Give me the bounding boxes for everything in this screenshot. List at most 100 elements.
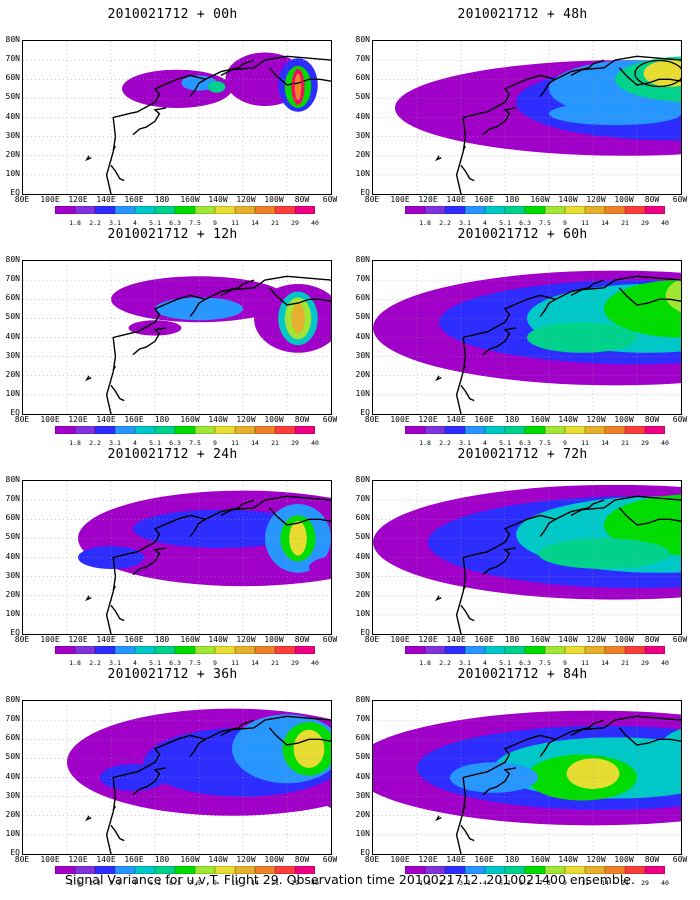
coastline (570, 715, 681, 737)
coastline (110, 384, 125, 402)
colorbar-swatch (115, 206, 135, 214)
variance-contour-fill (320, 785, 331, 809)
variance-field (23, 261, 331, 414)
colorbar-label: 6.3 (169, 439, 181, 447)
colorbar-label: 21 (621, 219, 629, 227)
variance-contour-fill (207, 81, 226, 93)
colorbar-swatch (585, 646, 605, 654)
colorbar-label: 2.2 (439, 439, 451, 447)
x-tick-label: 80W (644, 855, 660, 864)
colorbar-swatch (55, 206, 75, 214)
map-panel: 2010021712 + 36h EQ 10N 20N 30N 40N 50N 60N 70N 8… (0, 660, 345, 887)
x-tick-label: 180 (154, 195, 170, 204)
x-tick-label: 80W (294, 635, 310, 644)
map-plot-area (372, 700, 682, 855)
colorbar-label: 29 (641, 439, 649, 447)
coastline (482, 327, 517, 356)
y-tick-label: 80N (355, 475, 370, 484)
y-tick-label: EQ (360, 628, 370, 637)
colorbar-swatch (485, 866, 505, 874)
variance-field (23, 701, 331, 854)
x-tick-label: 60W (672, 195, 688, 204)
colorbar-label: 2.2 (89, 879, 101, 887)
coastline (455, 59, 605, 194)
coastline (618, 287, 681, 306)
x-tick-label: 120W (586, 195, 606, 204)
colorbar-label: 11 (581, 439, 589, 447)
colorbar-label: 4 (133, 879, 137, 887)
variance-contour-fill (128, 320, 182, 336)
x-tick-label: 180 (154, 855, 170, 864)
colorbar-label: 4 (133, 659, 137, 667)
x-tick-label: 160W (530, 415, 550, 424)
x-tick-label: 60W (672, 635, 688, 644)
x-tick-label: 60W (322, 855, 338, 864)
y-tick-label: 50N (5, 312, 20, 322)
x-tick-label: 140E (96, 195, 116, 204)
x-tick-label: 80W (294, 415, 310, 424)
colorbar-label: 14 (601, 659, 609, 667)
x-tick-label: 100E (40, 855, 60, 864)
colorbar-swatch (545, 646, 565, 654)
x-tick-label: 100W (614, 195, 634, 204)
colorbar-swatch (565, 646, 585, 654)
x-tick-label: 120W (236, 855, 256, 864)
coastline (132, 767, 167, 796)
x-tick-label: 100E (390, 415, 410, 424)
colorbar-label: 1.8 (419, 439, 431, 447)
x-tick-label: 80E (14, 415, 30, 424)
coastline (110, 604, 125, 622)
colorbar-swatch (545, 426, 565, 434)
y-tick-label: 40N (355, 111, 370, 121)
colorbar-swatch (465, 646, 485, 654)
x-tick-label: 180 (504, 195, 520, 204)
x-tick-label: 160E (474, 855, 494, 864)
coastline (189, 518, 206, 537)
x-tick-label: 140W (208, 855, 228, 864)
coastline (268, 507, 331, 526)
colorbar-label: 1.8 (419, 659, 431, 667)
coastline (482, 107, 517, 136)
colorbar-swatch (175, 646, 195, 654)
variance-field (23, 41, 331, 194)
x-tick-label: 140W (558, 635, 578, 644)
x-tick-label: 80E (364, 195, 380, 204)
y-tick-label: 70N (5, 274, 20, 284)
colorbar-label: 40 (311, 879, 319, 887)
colorbar-label: 7.5 (189, 439, 201, 447)
coastline (570, 275, 681, 297)
y-tick-label: 50N (5, 752, 20, 762)
y-tick-label: 60N (355, 293, 370, 303)
colorbar (405, 646, 665, 656)
colorbar-label: 11 (231, 879, 239, 887)
coastline (220, 275, 331, 297)
x-tick-label: 80E (364, 635, 380, 644)
map-plot-area (22, 480, 332, 635)
x-tick-label: 120W (236, 635, 256, 644)
y-tick-label: 10N (5, 388, 20, 398)
variance-contour-fill (293, 729, 325, 768)
colorbar-label: 21 (271, 219, 279, 227)
coastline (220, 715, 331, 737)
x-tick-label: 180 (154, 635, 170, 644)
y-tick-label: 10N (355, 388, 370, 398)
colorbar-label: 14 (601, 439, 609, 447)
coastline (85, 815, 92, 822)
colorbar (55, 646, 315, 656)
y-tick-label: 20N (5, 369, 20, 379)
panel-title: 2010021712 + 00h (107, 7, 238, 22)
x-tick-label: 120E (68, 415, 88, 424)
colorbar-swatch (295, 426, 315, 434)
x-tick-label: 120W (236, 415, 256, 424)
colorbar-swatch (445, 866, 465, 874)
colorbar-swatch (585, 206, 605, 214)
map-plot-area (22, 40, 332, 195)
y-tick-label: 60N (5, 513, 20, 523)
colorbar-label: 7.5 (539, 659, 551, 667)
panel-title: 2010021712 + 84h (457, 667, 588, 682)
y-tick-label: EQ (360, 848, 370, 857)
map-plot-area (372, 480, 682, 635)
x-tick-label: 180 (154, 415, 170, 424)
coastline (618, 727, 681, 746)
colorbar-swatch (545, 206, 565, 214)
